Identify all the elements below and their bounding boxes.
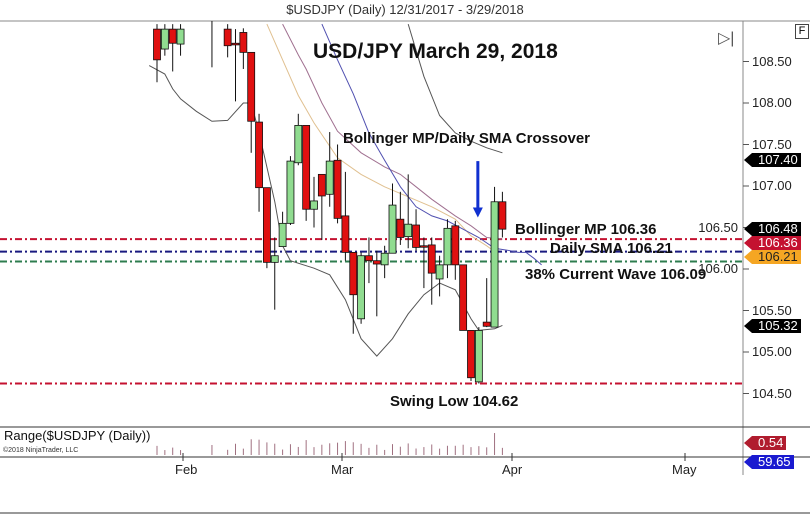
candle-down <box>231 42 240 46</box>
chart-title-annotation: USD/JPY March 29, 2018 <box>313 40 558 63</box>
candle-down <box>349 251 358 296</box>
candle-down <box>365 255 373 262</box>
y-tick-label: 104.50 <box>752 385 792 401</box>
candle-down <box>482 321 491 327</box>
candle-down <box>317 173 326 197</box>
candle-down <box>372 260 381 265</box>
range-secondary-flag: 59.65 <box>744 455 794 469</box>
y-tick-label: 105.00 <box>752 344 792 359</box>
y-tick-label: 105.50 <box>752 302 792 318</box>
price-flag: 105.32 <box>744 318 801 333</box>
candle-up <box>443 227 452 266</box>
lower-band-line <box>148 65 503 357</box>
crossover-arrow-head <box>472 207 483 218</box>
candle-down <box>302 125 311 210</box>
bollinger-mp-annotation: Bollinger MP 106.36 <box>515 221 657 238</box>
chart-header-title: $USDJPY (Daily) 12/31/2017 - 3/29/2018 <box>286 2 524 17</box>
crossover-annotation: Bollinger MP/Daily SMA Crossover <box>343 130 591 147</box>
price-flag: 106.48 <box>744 222 801 237</box>
candle-down <box>412 224 420 248</box>
candle-up <box>357 255 366 320</box>
candle-up <box>388 204 397 254</box>
candle-up <box>160 28 169 50</box>
candle-up <box>310 200 318 210</box>
range-value-flag: 0.54 <box>743 436 787 450</box>
candle-up <box>278 222 287 247</box>
candle-down <box>255 121 263 189</box>
candle-down <box>498 201 507 230</box>
candle-down <box>467 330 475 379</box>
wave38-annotation: 38% Current Wave 106.09 <box>525 266 707 283</box>
copyright-text: ©2018 NinjaTrader, LLC <box>3 447 79 454</box>
candle-down <box>247 51 256 122</box>
candle-down <box>459 264 468 331</box>
candle-down <box>333 159 342 219</box>
x-tick-may: May <box>672 462 697 477</box>
candle-up <box>490 201 499 328</box>
y-tick-label: 107.50 <box>752 136 792 152</box>
candle-up <box>474 330 483 383</box>
range-panel-label: Range($USDJPY (Daily)) <box>4 428 151 443</box>
y-tick-label: 108.50 <box>752 53 792 69</box>
sma-line <box>266 23 495 253</box>
candle-down <box>262 187 271 263</box>
candle-down <box>239 32 248 53</box>
candle-up <box>404 223 413 238</box>
f-button[interactable]: F <box>795 24 809 39</box>
candle-up <box>270 255 279 263</box>
candle-up <box>325 160 334 195</box>
candle-down <box>168 28 177 44</box>
x-tick-mar: Mar <box>331 462 354 477</box>
swing-low-annotation: Swing Low 104.62 <box>390 393 519 410</box>
x-tick-apr: Apr <box>502 462 523 477</box>
candle-up <box>294 125 303 164</box>
y-tick-label: 106.00 <box>698 261 738 276</box>
candle-down <box>419 245 428 248</box>
play-to-end-icon[interactable]: ▷| <box>718 30 735 47</box>
candle-up <box>286 160 295 224</box>
price-flag: 106.21 <box>744 250 801 265</box>
candle-down <box>451 225 460 266</box>
candle-down <box>153 28 161 61</box>
y-tick-label: 108.00 <box>752 95 792 110</box>
y-tick-label: 106.50 <box>698 219 738 235</box>
bollinger-mp-line <box>282 23 503 240</box>
price-flag: 106.36 <box>744 236 801 251</box>
y-tick-label: 107.00 <box>752 178 792 193</box>
plot-area <box>0 21 743 385</box>
candle-down <box>341 215 350 253</box>
daily-sma-annotation: Daily SMA 106.21 <box>550 240 673 257</box>
candle-up <box>380 252 389 266</box>
candle-up <box>435 264 444 280</box>
upper-band-line <box>407 23 503 154</box>
candle-up <box>176 28 185 45</box>
price-flag: 107.40 <box>744 152 801 167</box>
x-tick-feb: Feb <box>175 462 198 477</box>
candle-down <box>396 218 405 238</box>
candle-down <box>427 244 436 274</box>
candle-down <box>223 28 232 47</box>
